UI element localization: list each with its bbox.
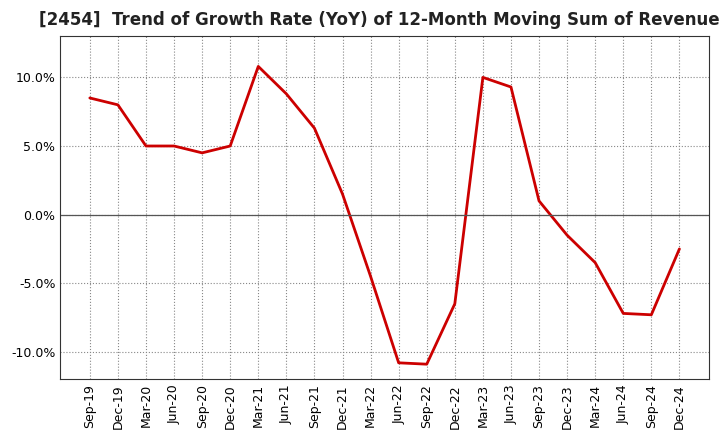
Title: [2454]  Trend of Growth Rate (YoY) of 12-Month Moving Sum of Revenues: [2454] Trend of Growth Rate (YoY) of 12-… (40, 11, 720, 29)
